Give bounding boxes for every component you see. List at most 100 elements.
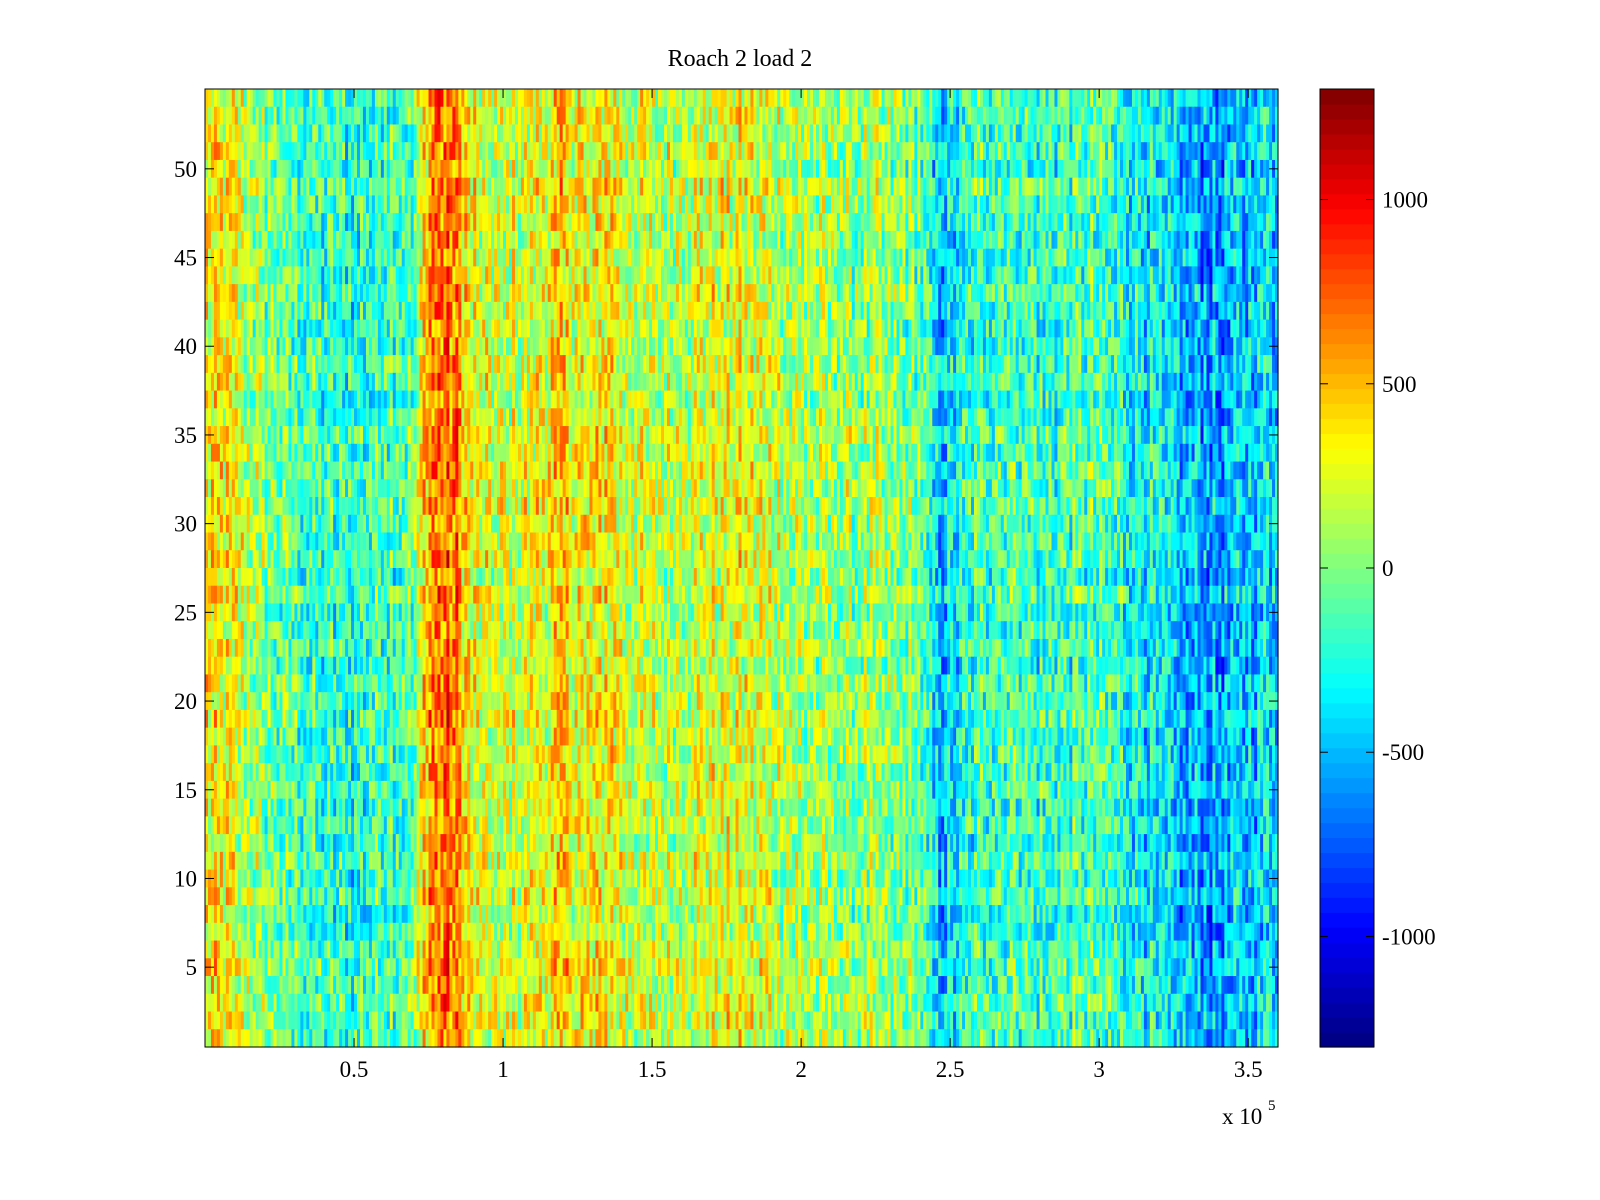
heatmap-cell: [917, 266, 921, 285]
heatmap-cell: [1003, 177, 1008, 197]
heatmap-cell: [1164, 230, 1169, 250]
heatmap-cell: [377, 248, 382, 268]
heatmap-cell: [908, 89, 912, 108]
heatmap-cell: [1146, 89, 1151, 108]
heatmap-cell: [956, 230, 960, 250]
heatmap-cell: [1167, 195, 1172, 214]
heatmap-cell: [413, 284, 418, 303]
heatmap-cell: [1245, 159, 1249, 179]
heatmap-cell: [273, 124, 278, 143]
heatmap-cell: [258, 266, 263, 285]
heatmap-cell: [1072, 159, 1076, 179]
heatmap-cell: [1006, 124, 1011, 143]
heatmap-cell: [729, 89, 734, 108]
heatmap-cell: [973, 195, 978, 214]
heatmap-cell: [1155, 142, 1160, 161]
heatmap-cell: [842, 89, 847, 108]
heatmap-cell: [1087, 248, 1091, 268]
heatmap-cell: [288, 213, 293, 232]
heatmap-cell: [675, 284, 680, 303]
heatmap-cell: [836, 142, 841, 161]
heatmap-cell: [234, 124, 239, 143]
heatmap-cell: [500, 89, 504, 108]
heatmap-cell: [774, 230, 778, 250]
heatmap-cell: [276, 159, 281, 179]
heatmap-cell: [649, 284, 653, 303]
heatmap-cell: [1024, 89, 1029, 108]
heatmap-cell: [732, 142, 737, 161]
heatmap-cell: [207, 124, 212, 143]
heatmap-cell: [1257, 230, 1261, 250]
heatmap-cell: [681, 284, 686, 303]
heatmap-cell: [765, 142, 769, 161]
heatmap-cell: [1021, 89, 1026, 108]
heatmap-cell: [276, 106, 281, 126]
heatmap-cell: [941, 124, 945, 143]
heatmap-cell: [622, 266, 626, 285]
heatmap-cell: [210, 89, 215, 108]
heatmap-cell: [792, 213, 796, 232]
heatmap-cell: [1224, 248, 1228, 268]
heatmap-cell: [491, 124, 495, 143]
heatmap-cell: [863, 89, 868, 108]
heatmap-cell: [1266, 230, 1270, 250]
heatmap-cell: [1170, 124, 1175, 143]
heatmap-cell: [312, 248, 316, 268]
heatmap-cell: [553, 284, 558, 303]
heatmap-cell: [1131, 89, 1136, 108]
heatmap-cell: [735, 89, 740, 108]
heatmap-cell: [789, 142, 793, 161]
heatmap-cell: [1167, 124, 1172, 143]
heatmap-cell: [804, 124, 808, 143]
heatmap-cell: [494, 177, 498, 197]
heatmap-cell: [628, 248, 632, 268]
heatmap-cell: [517, 142, 522, 161]
heatmap-cell: [902, 266, 907, 285]
heatmap-cell: [509, 266, 513, 285]
heatmap-cell: [386, 159, 391, 179]
heatmap-cell: [1203, 195, 1208, 214]
heatmap-cell: [419, 89, 424, 108]
heatmap-cell: [413, 195, 418, 214]
heatmap-cell: [520, 89, 525, 108]
heatmap-cell: [738, 230, 743, 250]
heatmap-cell: [1218, 248, 1222, 268]
heatmap-cell: [258, 177, 263, 197]
heatmap-cell: [908, 177, 912, 197]
heatmap-cell: [732, 213, 737, 232]
heatmap-cell: [488, 106, 492, 126]
heatmap-cell: [488, 89, 492, 108]
heatmap-cell: [965, 266, 969, 285]
heatmap-cell: [860, 124, 865, 143]
heatmap-cell: [911, 266, 915, 285]
heatmap-cell: [577, 124, 582, 143]
heatmap-cell: [303, 106, 307, 126]
heatmap-cell: [1212, 124, 1217, 143]
heatmap-cell: [1203, 89, 1208, 108]
heatmap-cell: [267, 177, 272, 197]
heatmap-cell: [1263, 142, 1267, 161]
heatmap-cell: [1200, 195, 1205, 214]
heatmap-cell: [681, 124, 686, 143]
heatmap-cell: [976, 248, 981, 268]
heatmap-cell: [464, 142, 468, 161]
heatmap-cell: [1176, 266, 1181, 285]
heatmap-cell: [643, 89, 647, 108]
heatmap-cell: [1182, 142, 1187, 161]
heatmap-cell: [210, 124, 215, 143]
heatmap-cell: [392, 195, 397, 214]
heatmap-cell: [625, 213, 629, 232]
heatmap-cell: [816, 89, 820, 108]
heatmap-cell: [574, 142, 579, 161]
heatmap-cell: [1111, 230, 1115, 250]
heatmap-cell: [762, 195, 766, 214]
heatmap-cell: [1099, 142, 1103, 161]
heatmap-cell: [473, 124, 477, 143]
heatmap-cell: [634, 284, 638, 303]
heatmap-cell: [228, 230, 233, 250]
heatmap-cell: [562, 195, 567, 214]
heatmap-cell: [479, 195, 483, 214]
heatmap-cell: [944, 213, 948, 232]
heatmap-cell: [1015, 213, 1020, 232]
heatmap-cell: [878, 213, 883, 232]
